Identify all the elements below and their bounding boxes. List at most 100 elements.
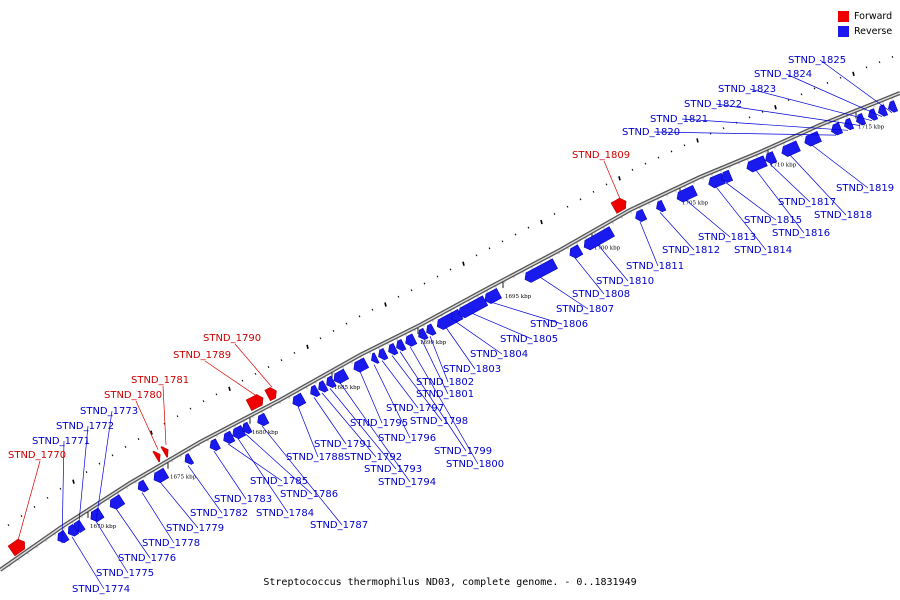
leader-stnd_1800 [409, 346, 479, 465]
leader-stnd_1783 [213, 450, 247, 500]
label-stnd_1774: STND_1774 [72, 584, 130, 595]
label-stnd_1786: STND_1786 [280, 489, 338, 500]
label-stnd_1813: STND_1813 [698, 232, 756, 243]
label-stnd_1811: STND_1811 [626, 261, 684, 272]
track-dot [254, 372, 257, 375]
label-stnd_1793: STND_1793 [364, 464, 422, 475]
track-dot [319, 337, 322, 340]
leader-stnd_1822 [715, 103, 861, 126]
gene-stnd_1813 [676, 185, 698, 203]
track-dot [891, 55, 894, 58]
leader-stnd_1816 [755, 169, 805, 234]
leader-stnd_1798 [391, 355, 443, 422]
leader-stnd_1811 [639, 221, 659, 267]
track-dot [761, 110, 764, 113]
gene-stnd_1780 [152, 450, 161, 463]
ruler-tick-label: 1675 kbp [170, 475, 197, 481]
label-stnd_1790: STND_1790 [203, 333, 261, 344]
leader-stnd_1793 [329, 388, 397, 470]
ruler-tick-label: 1710 kbp [770, 162, 797, 168]
gene-stnd_1783 [209, 438, 221, 452]
legend-forward: Forward [838, 9, 892, 24]
track-dot [20, 515, 23, 518]
track-dot [280, 359, 283, 362]
label-stnd_1775: STND_1775 [96, 568, 154, 579]
leader-stnd_1778 [141, 492, 175, 544]
leader-stnd_1781 [162, 385, 167, 445]
label-stnd_1787: STND_1787 [310, 520, 368, 531]
label-stnd_1772: STND_1772 [56, 421, 114, 432]
ruler-tick-label: 1695 kbp [505, 294, 532, 300]
leader-stnd_1805 [471, 312, 533, 340]
track-dot [293, 351, 296, 354]
gene-stnd_1797 [378, 347, 389, 361]
leader-stnd_1784 [237, 438, 289, 514]
legend-reverse: Reverse [838, 24, 892, 39]
leader-stnd_1773 [95, 410, 113, 522]
gene-labels: STND_1770 STND_1771 STND_1772 STND_1773 STND… [8, 55, 894, 595]
label-stnd_1812: STND_1812 [662, 245, 720, 256]
track-dot [787, 99, 790, 102]
leader-stnd_1801 [421, 340, 449, 395]
track-dot [553, 212, 556, 215]
label-stnd_1788: STND_1788 [286, 452, 344, 463]
leader-stnd_1804 [455, 321, 503, 355]
label-stnd_1798: STND_1798 [410, 416, 468, 427]
gene-stnd_1817 [765, 151, 778, 165]
gene-stnd_1801 [418, 327, 429, 341]
track-dot [384, 302, 387, 307]
leader-stnd_1780 [135, 400, 159, 450]
label-stnd_1804: STND_1804 [470, 349, 528, 360]
gene-stnd_1795 [353, 357, 370, 373]
track-dot [514, 233, 517, 236]
track-dot [436, 275, 439, 278]
ruler-tick-label: 1690 kbp [420, 340, 447, 346]
label-stnd_1808: STND_1808 [572, 289, 630, 300]
track-dot [696, 138, 699, 143]
leader-stnd_1820 [653, 131, 837, 136]
label-stnd_1810: STND_1810 [596, 276, 654, 287]
label-stnd_1797: STND_1797 [386, 403, 444, 414]
track-dot [137, 438, 140, 441]
gene-stnd_1800 [405, 333, 418, 347]
leader-stnd_1806 [491, 302, 563, 325]
label-stnd_1803: STND_1803 [443, 364, 501, 375]
forward-swatch [838, 11, 849, 22]
label-stnd_1800: STND_1800 [446, 459, 504, 470]
gene-stnd_1822 [855, 113, 867, 126]
leader-stnd_1771 [61, 440, 65, 544]
legend: Forward Reverse [838, 9, 892, 39]
gene-stnd_1805 [458, 295, 489, 319]
genome-ruler: 1670 kbp 1675 kbp 1680 kbp 1685 kbp 1690 kbp… [0, 91, 900, 572]
label-stnd_1824: STND_1824 [754, 69, 812, 80]
track-dot [475, 254, 478, 257]
gene-stnd_1808 [569, 244, 584, 259]
leader-stnd_1797 [381, 360, 419, 409]
track-dot [839, 76, 842, 79]
label-stnd_1776: STND_1776 [118, 553, 176, 564]
gene-stnd_1792 [318, 380, 329, 393]
track-dot [397, 295, 400, 298]
gene-stnd_1787 [257, 412, 270, 427]
gene-stnd_1770 [7, 538, 25, 557]
label-stnd_1780: STND_1780 [104, 390, 162, 401]
label-stnd_1771: STND_1771 [32, 436, 90, 447]
leader-stnd_1795 [359, 371, 383, 424]
track-dot [683, 144, 686, 147]
leader-stnd_1774 [71, 536, 105, 590]
track-dot [98, 462, 101, 465]
label-stnd_1822: STND_1822 [684, 99, 742, 110]
track-dot [59, 487, 62, 490]
track-dot [618, 176, 621, 181]
ruler-tick-label: 1700 kbp [594, 246, 621, 252]
label-stnd_1825: STND_1825 [788, 55, 846, 66]
leader-stnd_1796 [373, 364, 411, 439]
track-dot [85, 471, 88, 474]
label-stnd_1816: STND_1816 [772, 228, 830, 239]
label-stnd_1801: STND_1801 [416, 389, 474, 400]
leader-stnd_1824 [785, 73, 883, 118]
track-dot [462, 261, 465, 266]
label-stnd_1783: STND_1783 [214, 494, 272, 505]
track-dot [124, 445, 127, 448]
